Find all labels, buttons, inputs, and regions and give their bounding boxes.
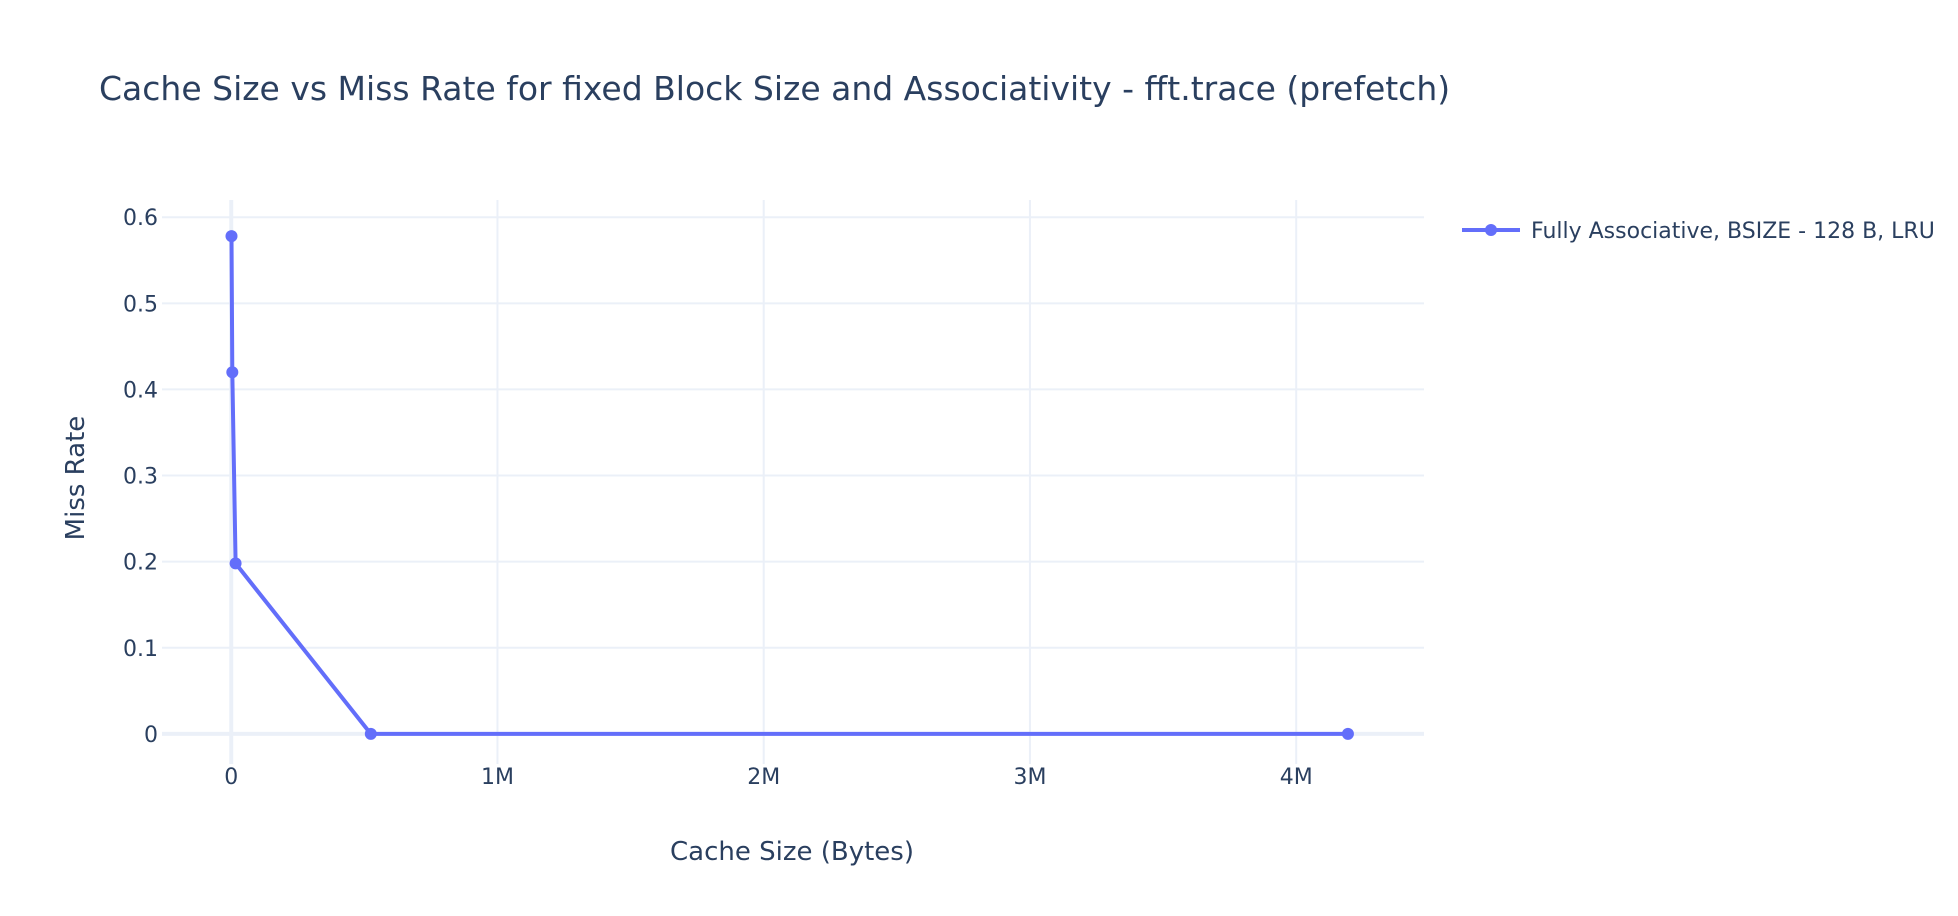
data-point[interactable] <box>226 366 239 379</box>
data-point[interactable] <box>225 230 238 243</box>
y-tick-label: 0.1 <box>123 637 158 662</box>
y-tick-labels: 0 0.1 0.2 0.3 0.4 0.5 0.6 <box>123 206 158 748</box>
x-axis-title: Cache Size (Bytes) <box>670 837 914 867</box>
grid-layer <box>162 200 1424 764</box>
x-tick-label: 2M <box>747 765 780 790</box>
y-tick-label: 0.5 <box>123 292 158 317</box>
y-tick-label: 0.6 <box>123 206 158 231</box>
chart-title: Cache Size vs Miss Rate for fixed Block … <box>99 69 1450 108</box>
legend-marker <box>1485 224 1497 236</box>
x-tick-label: 0 <box>224 765 238 790</box>
y-tick-label: 0 <box>144 723 158 748</box>
y-tick-label: 0.3 <box>123 465 158 490</box>
data-point[interactable] <box>364 727 377 740</box>
data-point[interactable] <box>1341 727 1354 740</box>
x-tick-label: 1M <box>481 765 514 790</box>
series-layer <box>225 230 1354 740</box>
x-tick-labels: 0 1M 2M 3M 4M <box>224 765 1312 790</box>
y-tick-label: 0.4 <box>123 378 158 403</box>
y-axis-title: Miss Rate <box>61 416 91 541</box>
x-tick-label: 3M <box>1013 765 1046 790</box>
legend[interactable]: Fully Associative, BSIZE - 128 B, LRU <box>1462 219 1935 244</box>
legend-label: Fully Associative, BSIZE - 128 B, LRU <box>1531 219 1935 244</box>
data-point[interactable] <box>229 557 242 570</box>
x-tick-label: 4M <box>1280 765 1313 790</box>
y-tick-label: 0.2 <box>123 551 158 576</box>
